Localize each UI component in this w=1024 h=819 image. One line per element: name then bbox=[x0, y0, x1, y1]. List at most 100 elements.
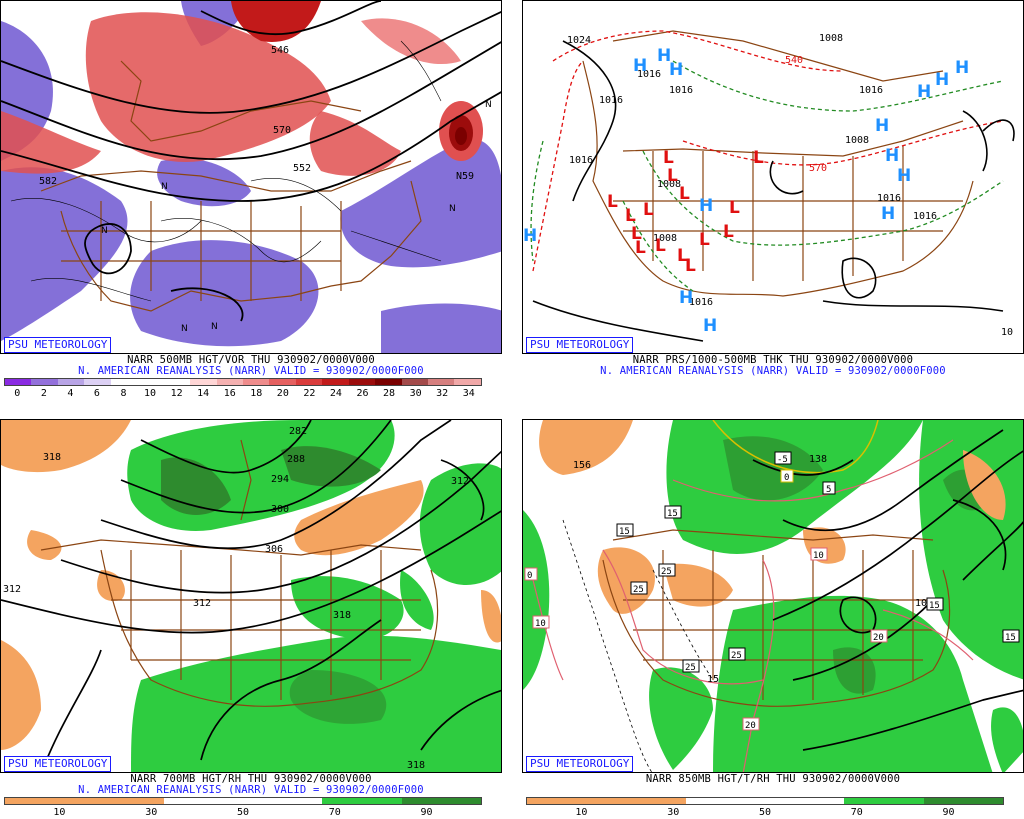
high-pressure-symbol: H bbox=[885, 146, 899, 166]
contour-label: 288 bbox=[287, 454, 305, 465]
color-scale-label: 30 bbox=[667, 807, 680, 818]
low-pressure-symbol: L bbox=[635, 238, 646, 258]
color-scale-swatch bbox=[348, 379, 376, 385]
color-scale-swatch bbox=[5, 798, 85, 804]
zero-isotherm bbox=[712, 420, 879, 474]
high-pressure-symbol: H bbox=[703, 316, 717, 336]
contour-label: 294 bbox=[271, 474, 289, 485]
high-pressure-symbol: H bbox=[669, 60, 683, 80]
high-pressure-symbol: H bbox=[657, 46, 671, 66]
low-pressure-symbol: L bbox=[677, 246, 688, 266]
vorticity-min-mark: N bbox=[449, 204, 456, 214]
isobar-label: 1008 bbox=[845, 135, 869, 146]
low-pressure-symbol: L bbox=[667, 166, 678, 186]
contour-label: 138 bbox=[809, 454, 827, 465]
isobar-label: 1016 bbox=[637, 69, 661, 80]
color-scale-swatch bbox=[163, 379, 191, 385]
color-scale-swatch bbox=[844, 798, 924, 804]
color-scale-label: 90 bbox=[942, 807, 955, 818]
isobar-label: 1016 bbox=[913, 211, 937, 222]
isobar-label: 1016 bbox=[599, 95, 623, 106]
color-scale-swatch bbox=[401, 798, 481, 804]
low-pressure-symbol: L bbox=[625, 206, 636, 226]
psu-meteorology-badge: PSU METEOROLOGY bbox=[526, 337, 634, 353]
low-pressure-symbol: L bbox=[753, 148, 764, 168]
color-scale-swatch bbox=[685, 798, 765, 804]
high-pressure-symbol: H bbox=[955, 58, 969, 78]
color-scale-swatch bbox=[401, 379, 428, 385]
color-scale-label: 90 bbox=[420, 807, 433, 818]
temp-label: 20 bbox=[873, 633, 884, 643]
vorticity-min-mark: N bbox=[101, 226, 108, 236]
color-scale-label: 30 bbox=[145, 807, 158, 818]
psu-meteorology-badge: PSU METEOROLOGY bbox=[4, 756, 112, 772]
color-scale-swatch bbox=[110, 379, 138, 385]
temp-label: 10 bbox=[813, 551, 824, 561]
contour-label: 570 bbox=[273, 125, 291, 136]
color-scale-labels: 10 30 50 70 90 bbox=[526, 807, 1004, 819]
contour-label: 582 bbox=[39, 176, 57, 187]
contour-label: 552 bbox=[293, 163, 311, 174]
contour-label: 312 bbox=[451, 476, 469, 487]
color-scale-label: 28 bbox=[383, 388, 396, 399]
isobar-label: 1016 bbox=[669, 85, 693, 96]
panel-subtitle: N. AMERICAN REANALYSIS (NARR) VALID = 93… bbox=[78, 365, 424, 377]
map-700mb: 318 288 294 300 306 312 312 318 318 312 … bbox=[0, 419, 502, 773]
panel-850mb-temp-rh: 156 138 150 10 15 -5 0 5 15 15 25 2 bbox=[522, 419, 1024, 819]
temp-label: 20 bbox=[745, 721, 756, 731]
panel-title: NARR 500MB HGT/VOR THU 930902/0000V000 bbox=[127, 354, 375, 366]
low-pressure-symbol: L bbox=[607, 192, 618, 212]
isobar-label: 1016 bbox=[859, 85, 883, 96]
color-scale-bar bbox=[4, 797, 482, 805]
political-borders bbox=[582, 30, 974, 297]
color-scale-swatch bbox=[163, 798, 243, 804]
high-pressure-symbol: H bbox=[699, 196, 713, 216]
height-contours bbox=[1, 420, 501, 772]
isobar-label: 1008 bbox=[657, 179, 681, 190]
contour-label: N59 bbox=[456, 171, 474, 182]
high-pressure-symbol: H bbox=[679, 288, 693, 308]
temp-label: 5 bbox=[826, 485, 831, 495]
map-pressure: 1024 1016 1016 1016 1008 1016 1008 1016 … bbox=[522, 0, 1024, 354]
high-pressure-symbol: H bbox=[917, 82, 931, 102]
color-scale-labels: 0 2 4 6 8 10 12 14 16 18 20 22 24 26 28 30 32 34 bbox=[4, 388, 482, 400]
color-scale-label: 10 bbox=[53, 807, 66, 818]
isobar-label: 1016 bbox=[689, 297, 713, 308]
temp-label: 0 bbox=[527, 571, 532, 581]
thickness-contours bbox=[530, 30, 1004, 292]
color-scale-label: 50 bbox=[236, 807, 250, 818]
isobar-label: 1016 bbox=[877, 193, 901, 204]
high-pressure-symbol: H bbox=[897, 166, 911, 186]
boxed-labels: -5 0 5 15 15 25 25 10 10 20 20 bbox=[524, 451, 1020, 731]
color-scale-label: 34 bbox=[462, 388, 475, 399]
color-scale-swatch bbox=[216, 379, 243, 385]
thickness-label: 570 bbox=[809, 163, 827, 174]
contour-label: 156 bbox=[573, 460, 591, 471]
color-scale-swatch bbox=[428, 379, 455, 385]
color-scale-label: 22 bbox=[303, 388, 316, 399]
panel-title: NARR PRS/1000-500MB THK THU 930902/0000V… bbox=[632, 354, 914, 366]
low-pressure-symbol: L bbox=[631, 224, 642, 244]
panel-500mb-vorticity: 546 570 552 582 N59 N N N N N N PSU METE… bbox=[0, 0, 502, 400]
temp-label: 15 bbox=[667, 509, 678, 519]
vorticity-min-mark: N bbox=[181, 324, 188, 334]
panel-pressure-thickness: 1024 1016 1016 1016 1008 1016 1008 1016 … bbox=[522, 0, 1024, 400]
contour-label: 306 bbox=[265, 544, 283, 555]
color-scale-swatch bbox=[606, 798, 686, 804]
low-pressure-symbol: L bbox=[723, 222, 734, 242]
color-scale-swatch bbox=[322, 798, 402, 804]
low-pressure-symbol: L bbox=[643, 200, 654, 220]
color-scale-label: 24 bbox=[329, 388, 342, 399]
color-scale-swatch bbox=[527, 798, 607, 804]
temp-label: -5 bbox=[777, 455, 788, 465]
high-pressure-symbol: H bbox=[875, 116, 889, 136]
color-scale-swatch bbox=[137, 379, 164, 385]
low-pressure-centers: L L L L L L L L L L L L L L L bbox=[607, 148, 764, 276]
high-pressure-symbol: H bbox=[935, 70, 949, 90]
panel-subtitle: N. AMERICAN REANALYSIS (NARR) VALID = 93… bbox=[78, 784, 424, 796]
contour-label: 318 bbox=[43, 452, 61, 463]
rh-fill bbox=[523, 420, 1023, 772]
panel-subtitle: N. AMERICAN REANALYSIS (NARR) VALID = 93… bbox=[600, 365, 946, 377]
temp-label: 25 bbox=[633, 585, 644, 595]
contour-label: 282 bbox=[289, 426, 307, 437]
